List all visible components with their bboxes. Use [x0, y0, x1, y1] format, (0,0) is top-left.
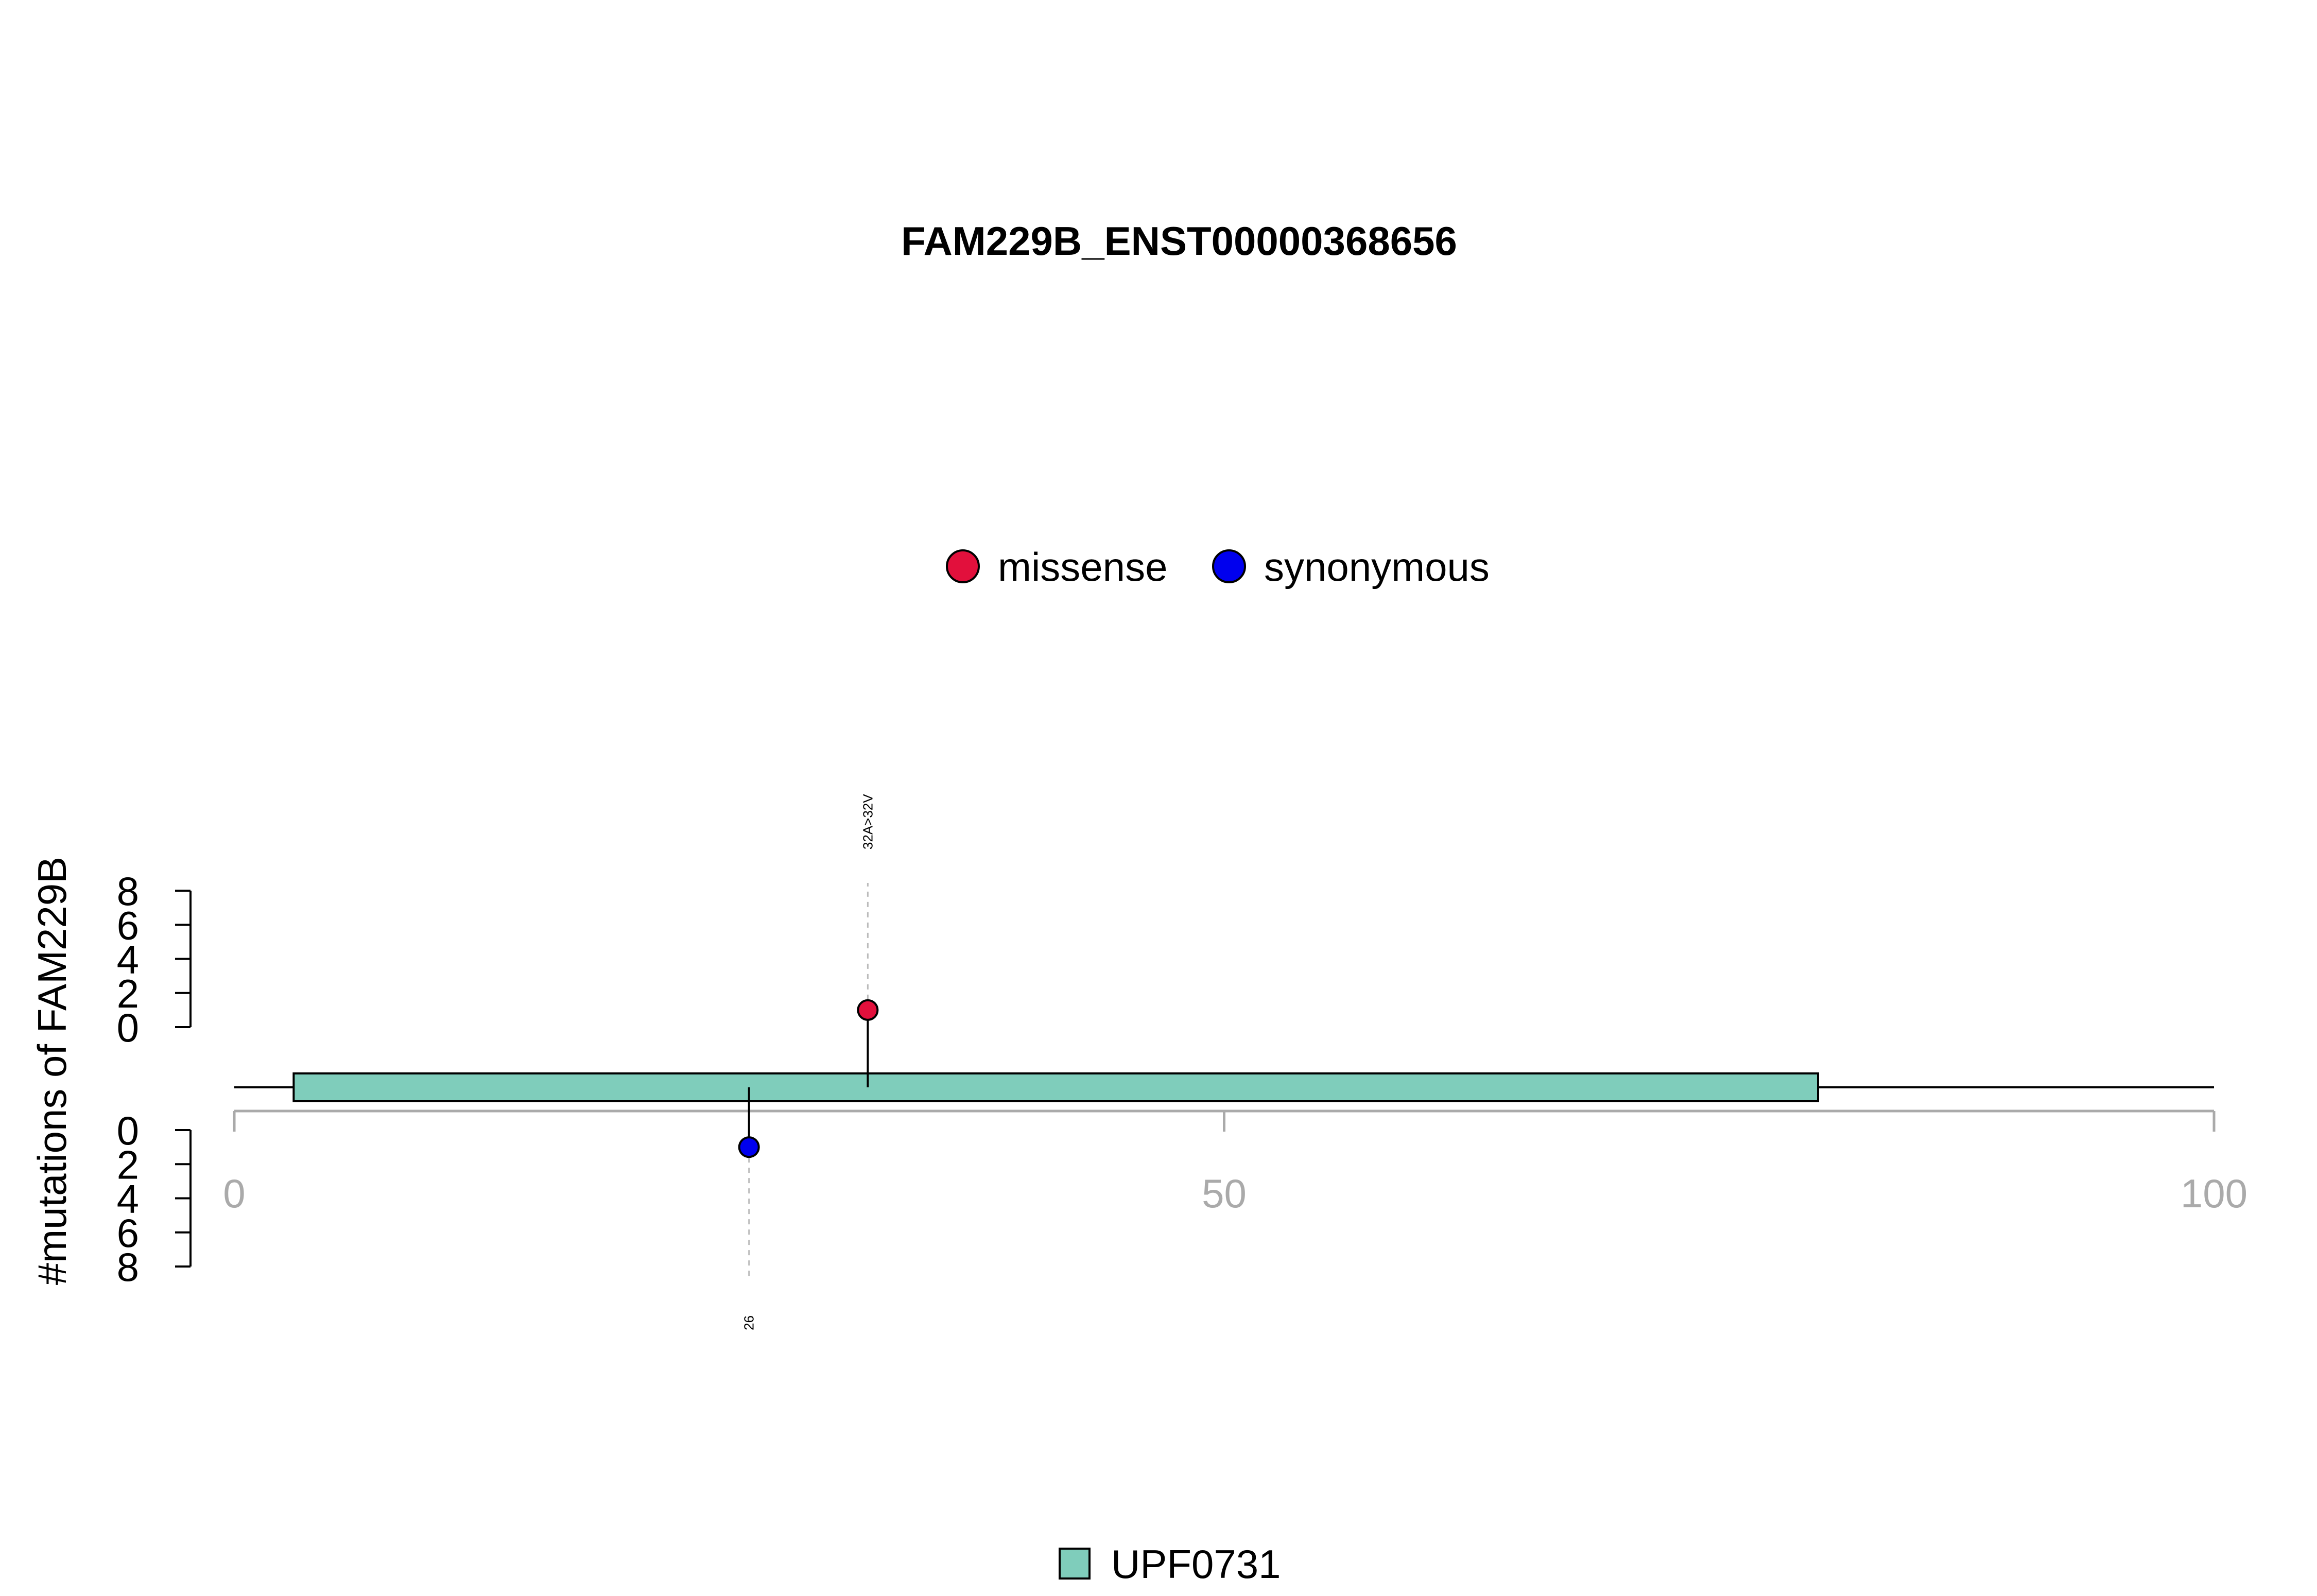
y-tick-label-bottom: 0 — [117, 1108, 139, 1153]
y-tick-label-top: 0 — [117, 1005, 139, 1050]
legend-label-synonymous: synonymous — [1264, 544, 1490, 589]
y-tick-label-bottom: 2 — [117, 1142, 139, 1187]
domain-legend-swatch — [1059, 1548, 1091, 1580]
x-tick-label: 50 — [1202, 1171, 1247, 1216]
y-tick-label-top: 4 — [117, 937, 139, 982]
domain-legend: UPF0731 — [1059, 1541, 1281, 1587]
mutation-label: 26 — [741, 1315, 757, 1330]
y-tick-label-top: 2 — [117, 971, 139, 1016]
domain-legend-label: UPF0731 — [1111, 1541, 1281, 1587]
y-axis-label: #mutations of FAM229B — [29, 857, 75, 1285]
mutation-point-synonymous — [738, 1136, 760, 1158]
mutation-point-missense — [857, 999, 879, 1021]
y-tick-label-bottom: 4 — [117, 1176, 139, 1222]
legend-marker-synonymous — [1212, 549, 1246, 583]
legend-label-missense: missense — [998, 544, 1167, 589]
x-tick-label: 100 — [2181, 1171, 2247, 1216]
mutation-type-legend: missense synonymous — [946, 544, 1490, 589]
mutation-label: 32A>32V — [860, 794, 875, 849]
x-tick-label: 0 — [223, 1171, 245, 1216]
legend-marker-missense — [946, 549, 980, 583]
mutation-lollipops: 32A>32V 26 — [738, 794, 879, 1330]
protein-track — [234, 1072, 2214, 1102]
domain-UPF0731 — [292, 1072, 1819, 1102]
y-tick-label-bottom: 6 — [117, 1210, 139, 1256]
y-tick-label-top: 8 — [117, 869, 139, 914]
y-tick-label-bottom: 8 — [117, 1244, 139, 1290]
y-tick-label-top: 6 — [117, 903, 139, 948]
chart-title: FAM229B_ENST00000368656 — [901, 218, 1457, 264]
x-axis: 0 50 100 — [223, 1109, 2247, 1216]
